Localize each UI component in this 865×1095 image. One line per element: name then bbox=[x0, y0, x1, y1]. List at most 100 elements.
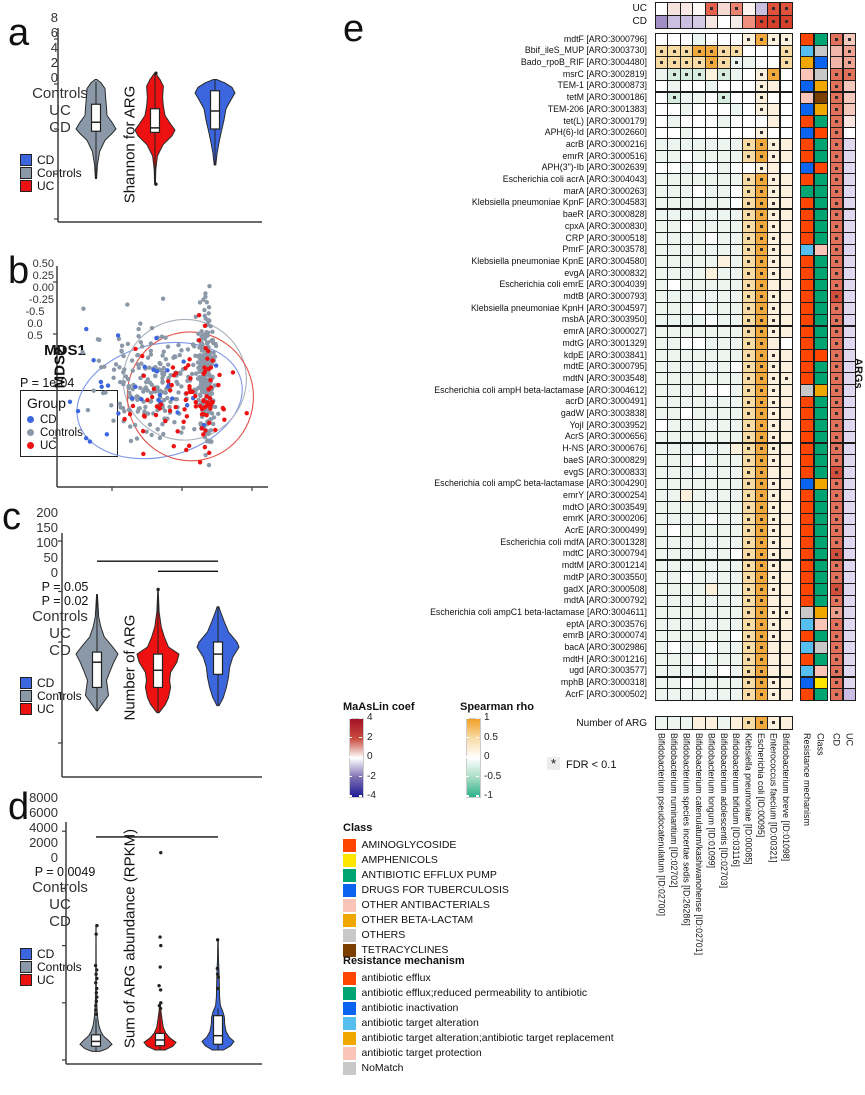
heatmap-cell bbox=[780, 454, 793, 467]
heatmap-cell bbox=[717, 536, 730, 549]
significance-dot bbox=[835, 518, 838, 521]
significance-dot bbox=[760, 576, 763, 579]
heatmap-cell bbox=[667, 150, 680, 163]
heatmap-cell bbox=[742, 524, 755, 537]
cd-coef-cell bbox=[830, 326, 844, 339]
heatmap-cell bbox=[655, 372, 668, 385]
heatmap-cell bbox=[742, 665, 755, 678]
significance-dot bbox=[835, 623, 838, 626]
heatmap-cell bbox=[655, 56, 668, 69]
heatmap-cell bbox=[692, 68, 705, 81]
legend-swatch bbox=[343, 1032, 356, 1045]
significance-dot bbox=[760, 108, 763, 111]
arg-row-label: Bado_rpoB_RIF [ARO:3004480] bbox=[331, 57, 647, 69]
significance-dot bbox=[785, 38, 788, 41]
heatmap-cell bbox=[767, 677, 780, 690]
heatmap-cell bbox=[655, 606, 668, 619]
class-cell bbox=[814, 185, 828, 198]
cd-coef-cell bbox=[830, 45, 844, 58]
heatmap-cell bbox=[767, 255, 780, 268]
heatmap-cell bbox=[755, 396, 768, 409]
heatmap-cell bbox=[717, 466, 730, 479]
legend-label: antibiotic target protection bbox=[362, 1047, 482, 1059]
heatmap-cell bbox=[705, 571, 718, 584]
resistance-cell bbox=[800, 326, 814, 339]
heatmap-cell bbox=[655, 618, 668, 631]
significance-dot bbox=[835, 307, 838, 310]
heatmap-cell bbox=[655, 255, 668, 268]
heatmap-cell bbox=[755, 150, 768, 163]
heatmap-cell bbox=[705, 138, 718, 151]
heatmap-cell bbox=[692, 677, 705, 690]
arg-row-label: cpxA [ARO:3000830] bbox=[331, 221, 647, 233]
annotation-column-label: UC bbox=[845, 733, 855, 746]
heatmap-cell bbox=[717, 232, 730, 245]
heatmap-cell bbox=[755, 407, 768, 420]
heatmap-cell bbox=[742, 92, 755, 105]
species-column-label: Bifidobacterium pseudocatenulatum [ID:02… bbox=[657, 733, 667, 916]
significance-dot bbox=[835, 342, 838, 345]
maaslin-legend-title: MaAsLin coef bbox=[343, 701, 415, 713]
resistance-cell bbox=[800, 677, 814, 690]
uc-coef-cell bbox=[843, 606, 857, 619]
heatmap-cell bbox=[680, 665, 693, 678]
significance-dot bbox=[760, 681, 763, 684]
panel-shannon-violin: 8 6 4 2 0 Controls UC CD Shannon for ARG CD Contro… bbox=[20, 10, 355, 260]
heatmap-cell bbox=[767, 501, 780, 514]
heatmap-cell bbox=[780, 68, 793, 81]
class-cell bbox=[814, 653, 828, 666]
heatmap-cell bbox=[730, 618, 743, 631]
heatmap-cell bbox=[717, 68, 730, 81]
heatmap-cell bbox=[717, 127, 730, 140]
heatmap-cell bbox=[680, 302, 693, 315]
heatmap-cell bbox=[780, 267, 793, 280]
uc-coef-cell bbox=[843, 571, 857, 584]
heatmap-cell bbox=[730, 677, 743, 690]
significance-dot bbox=[760, 693, 763, 696]
heatmap-cell bbox=[680, 571, 693, 584]
uc-coef-cell bbox=[843, 185, 857, 198]
class-cell bbox=[814, 630, 828, 643]
heatmap-cell bbox=[742, 630, 755, 643]
cd-coef-cell bbox=[830, 255, 844, 268]
heatmap-cell bbox=[667, 489, 680, 502]
heatmap-cell bbox=[730, 267, 743, 280]
resistance-cell bbox=[800, 302, 814, 315]
cd-coef-cell bbox=[830, 688, 844, 701]
resistance-cell bbox=[800, 630, 814, 643]
heatmap-cell bbox=[680, 560, 693, 573]
uc-coef-cell bbox=[843, 630, 857, 643]
class-cell bbox=[814, 255, 828, 268]
heatmap-cell bbox=[655, 33, 668, 46]
heatmap-cell bbox=[755, 45, 768, 58]
class-cell bbox=[814, 80, 828, 93]
cd-coef-cell bbox=[830, 349, 844, 362]
colorbar-tick-mark bbox=[349, 737, 352, 739]
class-cell bbox=[814, 302, 828, 315]
significance-dot bbox=[760, 389, 763, 392]
significance-dot bbox=[760, 284, 763, 287]
significance-dot bbox=[835, 588, 838, 591]
significance-dot bbox=[760, 553, 763, 556]
heatmap-cell bbox=[780, 641, 793, 654]
significance-dot bbox=[760, 670, 763, 673]
summary-cell bbox=[755, 716, 768, 730]
significance-dot bbox=[760, 178, 763, 181]
cd-coef-cell bbox=[830, 92, 844, 105]
heatmap-cell bbox=[755, 290, 768, 303]
heatmap-cell bbox=[767, 443, 780, 456]
heatmap-cell bbox=[767, 431, 780, 444]
heatmap-cell bbox=[705, 653, 718, 666]
heatmap-cell bbox=[692, 454, 705, 467]
heatmap-cell bbox=[780, 431, 793, 444]
heatmap-cell bbox=[780, 92, 793, 105]
class-cell bbox=[814, 209, 828, 222]
significance-dot bbox=[835, 658, 838, 661]
heatmap-cell bbox=[742, 244, 755, 257]
heatmap-cell bbox=[767, 361, 780, 374]
cd-coef-cell bbox=[830, 653, 844, 666]
colorbar-tick-mark bbox=[349, 717, 352, 719]
heatmap-cell bbox=[692, 489, 705, 502]
significance-dot bbox=[835, 599, 838, 602]
legend-label: NoMatch bbox=[362, 1062, 404, 1074]
